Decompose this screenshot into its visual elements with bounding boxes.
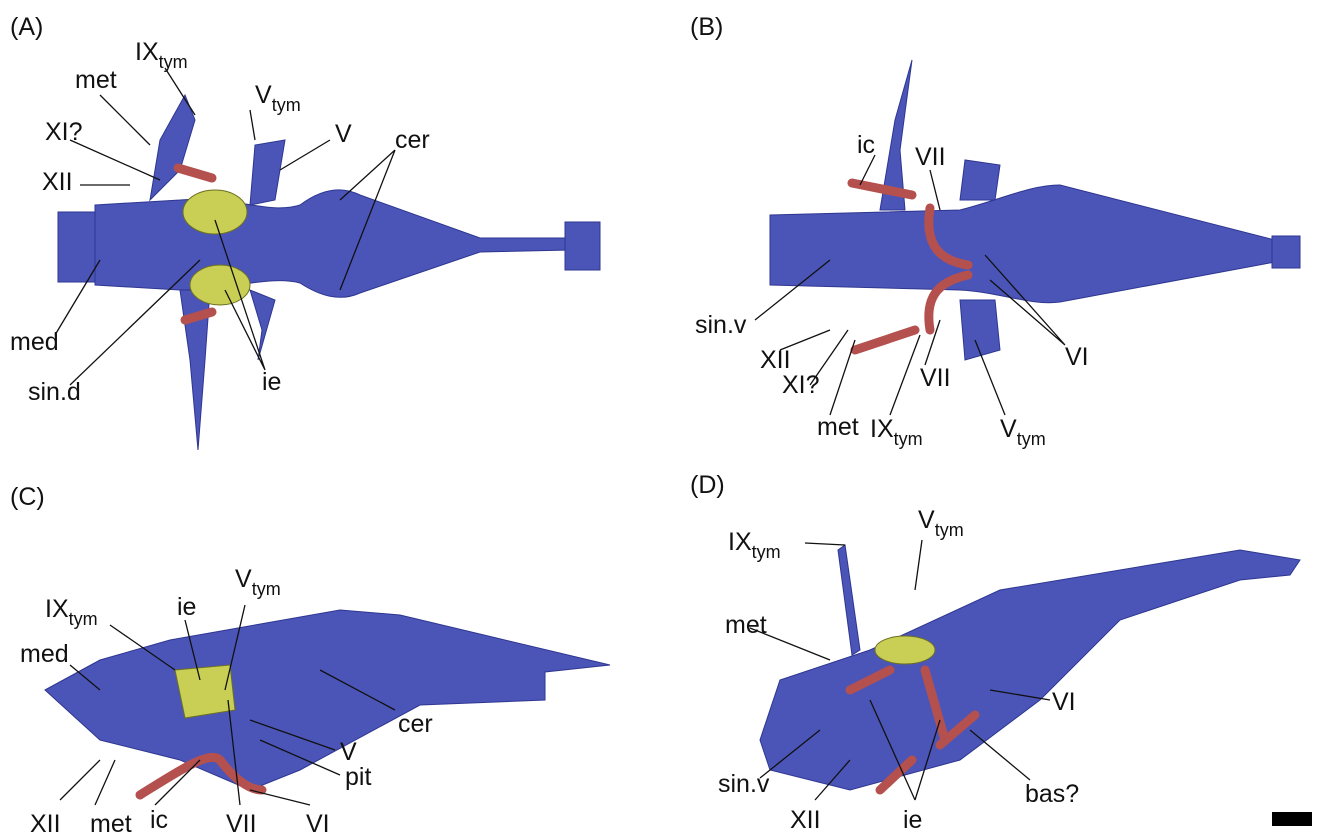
label-text: sin.v [718,770,770,798]
anatomy-label: XII [30,810,61,836]
anatomy-label: Vtym [255,81,301,115]
label-text: XII [42,168,73,196]
anatomy-label: XII [790,806,821,834]
scale-bar [1272,812,1312,826]
anatomy-label: VI [306,810,330,836]
label-text: VII [920,364,951,392]
anatomy-label: VII [920,364,951,392]
figure: (A)IXtymmetVtymXI?VcerXIImedsin.die(B)ic… [0,0,1323,836]
label-text: ic [857,131,875,159]
anatomy-label: met [817,413,859,441]
label-text: IX [45,595,69,623]
panel-letter: (B) [690,13,723,41]
label-text: met [75,66,117,94]
anatomy-label: sin.v [695,311,747,339]
label-text: IX [870,415,894,443]
anatomy-label: VI [1065,343,1089,371]
anatomy-label: cer [395,126,430,154]
anatomy-label: cer [398,710,433,738]
label-text: med [10,328,59,356]
panel-b-render [770,60,1300,360]
label-text: XII [790,806,821,834]
label-text: IX [135,38,159,66]
label-subscript: tym [69,609,98,629]
label-text: VI [1065,343,1089,371]
anatomy-label: IXtym [728,528,781,562]
label-text: V [335,120,352,148]
label-text: V [918,506,935,534]
label-text: ie [262,368,281,396]
panel-a-render [58,95,600,450]
anatomy-label: XII [42,168,73,196]
label-subscript: tym [159,52,188,72]
panel-letter: (A) [10,13,43,41]
anatomy-label: VII [226,810,257,836]
anatomy-label: VII [915,143,946,171]
panel-letter: (C) [10,483,45,511]
label-text: VI [1052,688,1076,716]
label-text: sin.d [28,378,81,406]
anatomy-label: IXtym [45,595,98,629]
anatomy-label: med [20,640,69,668]
anatomy-label: Vtym [235,565,281,599]
label-subscript: tym [252,579,281,599]
label-text: bas? [1025,780,1079,808]
label-text: XII [30,810,61,836]
anatomy-label: IXtym [870,415,923,449]
label-text: ie [177,593,196,621]
anatomy-label: med [10,328,59,356]
label-text: V [255,81,272,109]
panel-d-render [760,545,1300,790]
label-subscript: tym [894,429,923,449]
anatomy-label: IXtym [135,38,188,72]
label-text: IX [728,528,752,556]
anatomy-label: bas? [1025,780,1079,808]
anatomy-label: XI? [782,371,820,399]
label-text: V [340,738,357,766]
anatomy-label: pit [345,763,371,791]
panel-c-render [45,610,610,795]
label-text: met [725,611,767,639]
anatomy-label: sin.v [718,770,770,798]
label-text: XI? [45,118,83,146]
label-text: met [90,810,132,836]
label-text: med [20,640,69,668]
label-text: ic [150,806,168,834]
anatomy-label: V [340,738,357,766]
label-subscript: tym [1017,429,1046,449]
anatomy-label: ie [177,593,196,621]
label-subscript: tym [935,520,964,540]
anatomy-label: XI? [45,118,83,146]
anatomy-label: met [90,810,132,836]
label-text: ie [903,806,922,834]
label-text: VII [915,143,946,171]
label-text: VI [306,810,330,836]
label-text: V [1000,415,1017,443]
anatomy-label: ic [857,131,875,159]
panel-letter: (D) [690,471,725,499]
anatomy-label: ie [262,368,281,396]
anatomy-label: ic [150,806,168,834]
label-subscript: tym [272,95,301,115]
label-text: sin.v [695,311,747,339]
label-text: V [235,565,252,593]
label-text: XII [760,346,791,374]
label-text: cer [398,710,433,738]
anatomy-label: met [75,66,117,94]
anatomy-label: sin.d [28,378,81,406]
label-text: VII [226,810,257,836]
anatomy-label: Vtym [1000,415,1046,449]
label-text: pit [345,763,371,791]
anatomy-label: Vtym [918,506,964,540]
label-subscript: tym [752,542,781,562]
anatomy-label: V [335,120,352,148]
anatomy-label: met [725,611,767,639]
label-text: XI? [782,371,820,399]
anatomy-label: ie [903,806,922,834]
anatomy-label: XII [760,346,791,374]
label-text: cer [395,126,430,154]
label-text: met [817,413,859,441]
anatomy-label: VI [1052,688,1076,716]
